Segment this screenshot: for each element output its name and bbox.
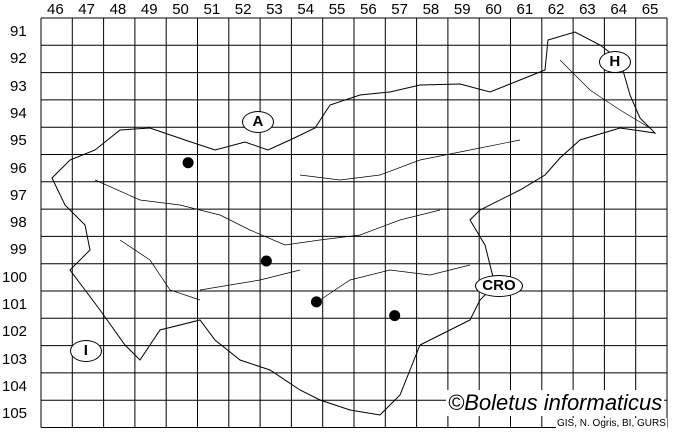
column-label: 55 <box>328 1 346 18</box>
source-text: GIS, N. Ogris, BI, GURS <box>556 418 667 429</box>
grid-lines <box>40 17 668 428</box>
row-label: 98 <box>10 214 27 232</box>
record-dot <box>389 310 401 322</box>
column-label: 64 <box>610 1 628 18</box>
column-label: 49 <box>140 1 158 18</box>
column-label: 65 <box>641 1 659 18</box>
record-dot <box>310 296 322 308</box>
row-label: 94 <box>10 104 27 122</box>
column-label: 61 <box>516 1 534 18</box>
column-label: 46 <box>47 1 64 18</box>
column-label: 50 <box>172 1 189 18</box>
row-label: 96 <box>10 159 27 177</box>
country-label: I <box>69 340 102 363</box>
credit-text: ©Boletus informaticus <box>446 390 665 416</box>
row-label: 97 <box>10 186 27 204</box>
row-label: 95 <box>10 132 27 150</box>
column-label: 62 <box>547 1 565 18</box>
country-label: H <box>598 50 631 73</box>
column-label: 60 <box>485 1 502 18</box>
column-label: 52 <box>234 1 252 18</box>
column-label: 58 <box>422 1 440 18</box>
column-label: 51 <box>203 1 221 18</box>
records <box>182 157 401 322</box>
column-label: 59 <box>453 1 471 18</box>
country-label: A <box>241 110 274 133</box>
country-border <box>51 31 657 416</box>
row-label: 92 <box>10 50 27 68</box>
column-label: 54 <box>297 1 315 18</box>
row-label: 103 <box>2 350 28 368</box>
country-label: CRO <box>474 274 523 297</box>
column-label: 53 <box>266 1 283 18</box>
record-dot <box>182 157 194 169</box>
row-label: 93 <box>10 77 27 95</box>
column-label: 47 <box>78 1 95 18</box>
row-label: 102 <box>2 323 28 341</box>
row-label: 104 <box>2 377 28 395</box>
row-label: 105 <box>2 405 28 423</box>
column-label: 48 <box>109 1 127 18</box>
column-label: 63 <box>579 1 596 18</box>
rivers <box>94 59 651 301</box>
record-dot <box>260 255 272 267</box>
column-label: 57 <box>391 1 408 18</box>
column-label: 56 <box>360 1 377 18</box>
row-label: 91 <box>10 23 27 40</box>
row-label: 101 <box>2 296 28 313</box>
row-label: 100 <box>2 268 28 286</box>
row-label: 99 <box>10 241 27 259</box>
